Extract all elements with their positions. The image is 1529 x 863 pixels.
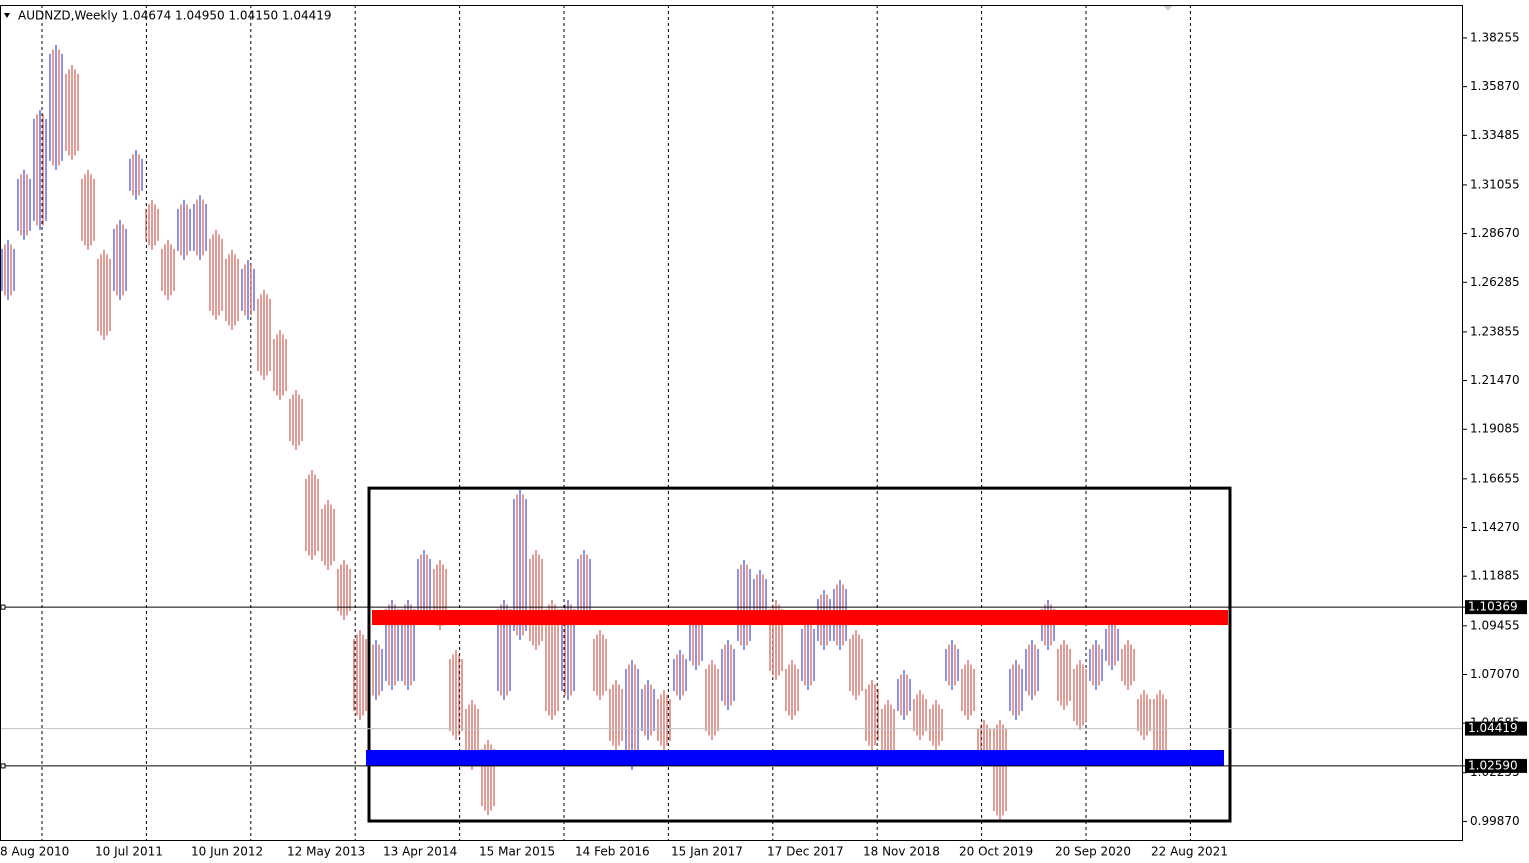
y-tick-label: 1.09455 [1470,618,1520,632]
x-tick-label: 8 Aug 2010 [0,845,69,859]
level-handle [0,763,6,769]
y-tick-label: 1.28670 [1470,226,1520,240]
y-tick-label: 1.26285 [1470,275,1520,289]
x-tick-label: 10 Jun 2012 [191,845,263,859]
x-tick-label: 18 Nov 2018 [863,845,940,859]
price-badge-label: 1.02590 [1468,758,1518,772]
y-tick-label: 1.19085 [1470,422,1520,436]
zone [372,609,1228,626]
level-handle [0,604,6,610]
y-tick-label: 0.99870 [1470,814,1520,828]
price-badge [1465,758,1527,773]
x-tick-label: 15 Mar 2015 [479,845,555,859]
y-tick-label: 1.21470 [1470,373,1520,387]
y-tick-label: 1.23855 [1470,324,1520,338]
y-tick-label: 1.16655 [1470,471,1520,485]
time-separators [41,5,1191,840]
shift-marker [1163,5,1173,11]
y-tick-label: 1.38255 [1470,30,1520,44]
plot-frame [0,5,1463,841]
price-badge [1465,721,1527,736]
y-tick-label: 1.31055 [1470,177,1520,191]
x-tick-label: 20 Sep 2020 [1055,845,1131,859]
title-arrow [4,13,10,18]
x-tick-label: 17 Dec 2017 [767,845,844,859]
y-tick-label: 1.07070 [1470,667,1520,681]
zone [366,749,1224,767]
zone-box [367,486,1232,823]
x-tick-label: 10 Jul 2011 [95,845,163,859]
price-badge-label: 1.04419 [1468,721,1518,735]
x-tick-label: 12 May 2013 [287,845,365,859]
y-tick-label: 1.14270 [1470,520,1520,534]
y-tick-label: 1.35870 [1470,79,1520,93]
y-tick-label: 1.33485 [1470,128,1520,142]
x-tick-label: 13 Apr 2014 [383,845,457,859]
chart-title: AUDNZD,Weekly 1.04674 1.04950 1.04150 1.… [18,9,332,23]
price-badge-label: 1.10369 [1468,600,1518,614]
y-tick-label: 1.11885 [1470,569,1520,583]
x-tick-label: 20 Oct 2019 [959,845,1033,859]
x-tick-label: 22 Aug 2021 [1151,845,1228,859]
x-tick-label: 15 Jan 2017 [671,845,743,859]
x-tick-label: 14 Feb 2016 [575,845,650,859]
price-badge [1465,600,1527,615]
